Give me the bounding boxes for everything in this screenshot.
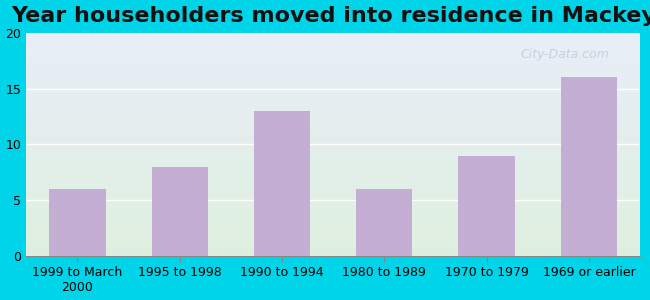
- Bar: [356, 189, 413, 256]
- Bar: [49, 189, 105, 256]
- Bar: [458, 155, 515, 256]
- Text: City-Data.com: City-Data.com: [521, 48, 609, 61]
- Bar: [151, 167, 208, 256]
- Bar: [561, 77, 617, 256]
- Title: Year householders moved into residence in Mackey: Year householders moved into residence i…: [11, 6, 650, 26]
- Bar: [254, 111, 310, 256]
